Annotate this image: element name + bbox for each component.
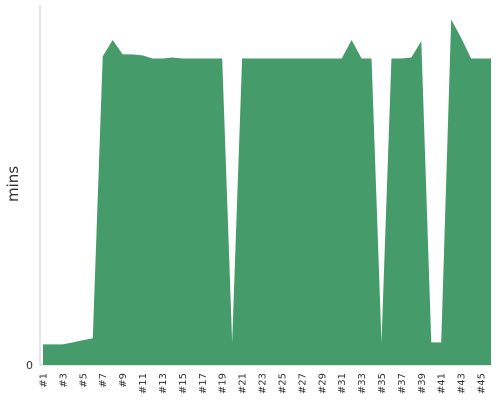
- x-tick-label: #7: [98, 373, 109, 388]
- x-tick-label: #27: [297, 373, 308, 394]
- x-tick-label: #45: [477, 373, 488, 394]
- x-tick-label: #35: [377, 373, 388, 394]
- x-tick-label: #33: [357, 373, 368, 394]
- x-tick-labels: #1 #3 #5 #7 #9 #11 #13 #15 #17 #19 #21 #23 #25 #27 #29…: [39, 373, 488, 394]
- y-tick-label-0: 0: [26, 359, 33, 372]
- x-tick-label: #19: [218, 373, 229, 394]
- x-tick-label: #5: [78, 373, 89, 388]
- x-tick-label: #21: [238, 373, 249, 394]
- x-tick-label: #31: [337, 373, 348, 394]
- x-tick-label: #39: [417, 373, 428, 394]
- x-tick-label: #41: [437, 373, 448, 394]
- x-tick-label: #17: [198, 373, 209, 394]
- x-tick-label: #25: [277, 373, 288, 394]
- x-tick-label: #29: [317, 373, 328, 394]
- x-tick-label: #23: [258, 373, 269, 394]
- x-tick-label: #37: [397, 373, 408, 394]
- x-tick-label: #1: [39, 373, 50, 388]
- x-tick-label: #11: [138, 373, 149, 394]
- x-tick-label: #13: [158, 373, 169, 394]
- x-tick-label: #43: [457, 373, 468, 394]
- y-axis-label: mins: [4, 166, 22, 202]
- x-tick-label: #9: [118, 373, 129, 388]
- x-tick-label: #3: [58, 373, 69, 388]
- x-tick-label: #15: [178, 373, 189, 394]
- series-area: [43, 19, 491, 366]
